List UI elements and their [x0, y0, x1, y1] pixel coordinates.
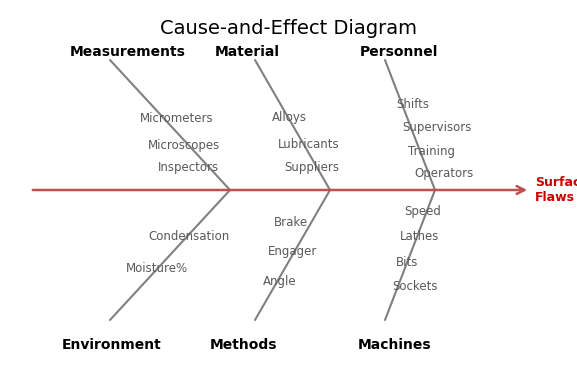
Text: Operators: Operators [414, 167, 473, 181]
Text: Training: Training [408, 144, 455, 157]
Text: Brake: Brake [274, 216, 308, 229]
Text: Sockets: Sockets [392, 281, 437, 293]
Text: Environment: Environment [62, 338, 162, 352]
Text: Bits: Bits [396, 256, 418, 268]
Text: Lubricants: Lubricants [278, 139, 340, 152]
Text: Condensation: Condensation [148, 229, 229, 243]
Text: Methods: Methods [210, 338, 278, 352]
Text: Speed: Speed [404, 206, 441, 219]
Text: Personnel: Personnel [360, 45, 439, 59]
Text: Engager: Engager [268, 246, 317, 258]
Text: Suppliers: Suppliers [284, 161, 339, 174]
Text: Cause-and-Effect Diagram: Cause-and-Effect Diagram [160, 18, 417, 37]
Text: Surface
Flaws: Surface Flaws [535, 176, 577, 204]
Text: Micrometers: Micrometers [140, 112, 213, 124]
Text: Moisture%: Moisture% [126, 261, 188, 275]
Text: Microscopes: Microscopes [148, 139, 220, 152]
Text: Alloys: Alloys [272, 112, 307, 124]
Text: Angle: Angle [263, 276, 297, 288]
Text: Shifts: Shifts [396, 99, 429, 112]
Text: Measurements: Measurements [70, 45, 186, 59]
Text: Supervisors: Supervisors [402, 122, 471, 134]
Text: Material: Material [215, 45, 280, 59]
Text: Lathes: Lathes [400, 231, 439, 243]
Text: Inspectors: Inspectors [158, 161, 219, 174]
Text: Machines: Machines [358, 338, 432, 352]
